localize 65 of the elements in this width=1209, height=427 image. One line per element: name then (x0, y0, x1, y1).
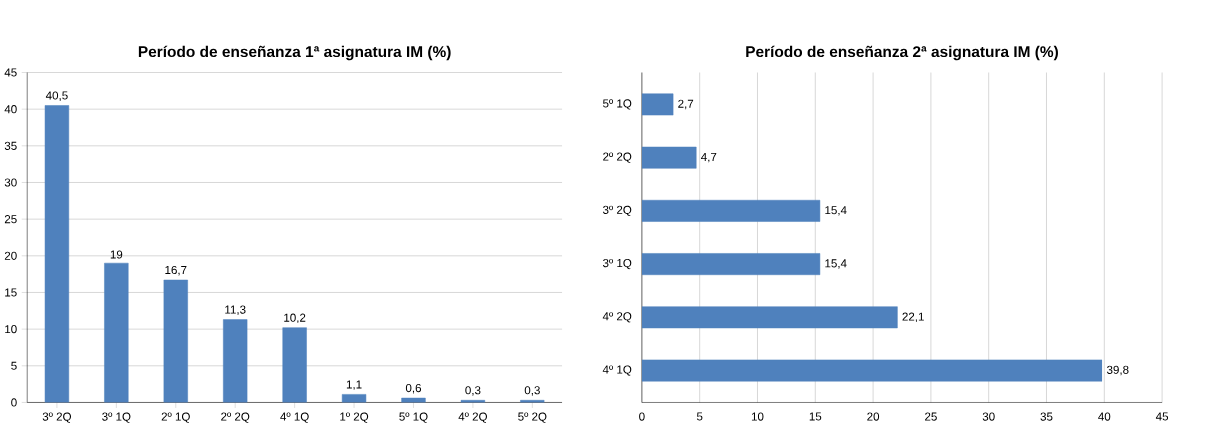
x-tick-label: 20 (867, 412, 880, 421)
x-tick-label: 10 (751, 412, 764, 421)
bar (641, 359, 1103, 382)
bar (104, 262, 129, 403)
bar (641, 93, 674, 116)
bar (282, 327, 307, 403)
x-tick-label: 15 (809, 412, 822, 421)
data-label: 0,3 (524, 386, 540, 396)
data-label: 39,8 (1106, 365, 1129, 376)
data-label: 2,7 (678, 99, 694, 110)
data-label: 16,7 (165, 265, 187, 276)
x-tick-label: 25 (925, 412, 937, 421)
x-tick-label: 40 (1098, 412, 1111, 421)
bar (401, 397, 426, 403)
data-label: 19 (110, 250, 123, 259)
data-label: 40,5 (45, 91, 68, 101)
y-tick-label: 20 (4, 251, 17, 260)
y-tick-label: 3º 1Q (602, 258, 632, 270)
data-label: 0,3 (465, 386, 481, 396)
bar (641, 199, 821, 222)
y-tick-label: 10 (5, 325, 17, 334)
x-tick-label: 45 (1155, 412, 1169, 421)
x-tick-label: 2º 2Q (221, 412, 250, 423)
bar (641, 306, 898, 329)
x-tick-label: 2º 1Q (161, 412, 190, 423)
bar (641, 253, 821, 275)
y-tick-label: 15 (5, 288, 17, 297)
bar (341, 394, 367, 403)
x-tick-label: 30 (982, 412, 995, 421)
x-tick-label: 5º 2Q (518, 412, 547, 423)
x-tick-label: 4º 2Q (458, 412, 487, 423)
y-tick-label: 30 (4, 178, 17, 187)
x-tick-label: 0 (639, 412, 645, 421)
x-tick-label: 5º 1Q (399, 412, 428, 423)
bar (641, 146, 697, 169)
data-label: 0,6 (405, 383, 422, 394)
bar (163, 279, 188, 403)
bar (44, 105, 70, 403)
x-tick-label: 3º 2Q (42, 412, 72, 423)
chart-title: Período de enseñanza 2ª asignatura IM (%) (746, 45, 1058, 61)
y-tick-label: 4º 1Q (602, 365, 632, 376)
y-tick-label: 5º 1Q (603, 99, 632, 110)
y-tick-label: 3º 2Q (602, 205, 632, 216)
data-label: 10,2 (284, 313, 306, 324)
x-tick-label: 3º 1Q (102, 412, 131, 423)
data-label: 11,3 (225, 305, 246, 316)
y-tick-label: 45 (4, 68, 17, 77)
data-label: 15,4 (825, 259, 847, 269)
x-tick-label: 4º 1Q (280, 412, 309, 423)
chart-title: Período de enseñanza 1ª asignatura IM (%) (138, 45, 451, 61)
data-label: 4,7 (701, 152, 717, 163)
data-label: 15,4 (825, 206, 847, 216)
y-tick-label: 35 (4, 141, 17, 150)
y-tick-label: 40 (4, 105, 17, 114)
y-tick-label: 2º 2Q (603, 152, 632, 163)
y-tick-label: 25 (4, 215, 17, 224)
data-label: 22,1 (902, 312, 924, 323)
y-tick-label: 4º 2Q (602, 312, 632, 323)
bar (223, 319, 248, 403)
y-tick-label: 5 (11, 361, 17, 370)
y-tick-label: 0 (11, 398, 17, 407)
x-tick-label: 35 (1040, 412, 1053, 421)
x-tick-label: 1º 2Q (340, 412, 369, 423)
x-tick-label: 5 (696, 412, 703, 421)
data-label: 1,1 (346, 380, 362, 390)
